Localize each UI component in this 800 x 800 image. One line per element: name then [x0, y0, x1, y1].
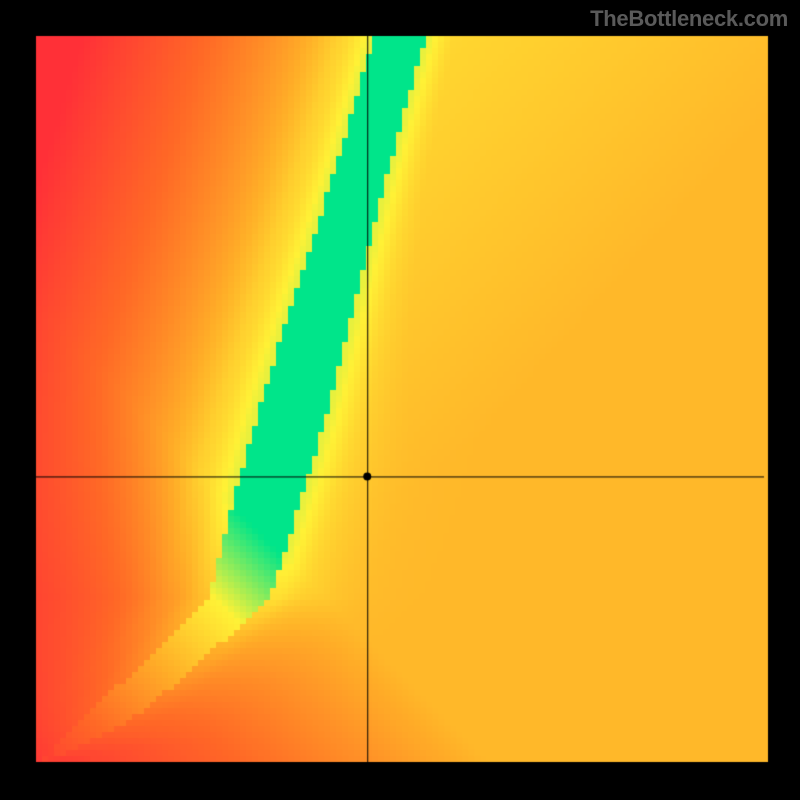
watermark-text: TheBottleneck.com: [590, 6, 788, 32]
chart-container: TheBottleneck.com: [0, 0, 800, 800]
heatmap-canvas: [0, 0, 800, 800]
